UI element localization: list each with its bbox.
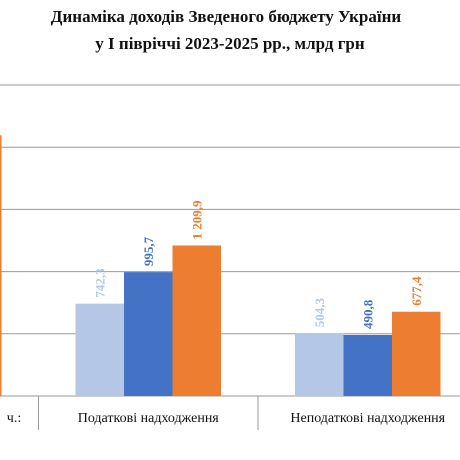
bar [172, 245, 221, 396]
x-tick-label: Податкові надходження [78, 411, 220, 426]
chart-subtitle: у І півріччі 2023-2025 рр., млрд грн [95, 34, 365, 53]
bar [343, 334, 392, 396]
bar [124, 272, 173, 396]
data-label: 490,8 [361, 299, 376, 329]
data-label: 742,3 [93, 268, 108, 298]
data-label: 504,3 [312, 298, 327, 328]
data-label: 1 209,9 [190, 200, 205, 240]
bar [0, 135, 2, 396]
x-tick-label: Неподаткові надходження [290, 411, 445, 426]
data-label: 677,4 [409, 276, 424, 306]
bar [392, 311, 441, 396]
chart-title: Динаміка доходів Зведеного бюджету Украї… [51, 7, 402, 26]
data-label: 995,7 [141, 236, 156, 266]
x-tick-label: ч.: [7, 411, 21, 426]
bar [295, 333, 344, 396]
bar [75, 303, 124, 396]
